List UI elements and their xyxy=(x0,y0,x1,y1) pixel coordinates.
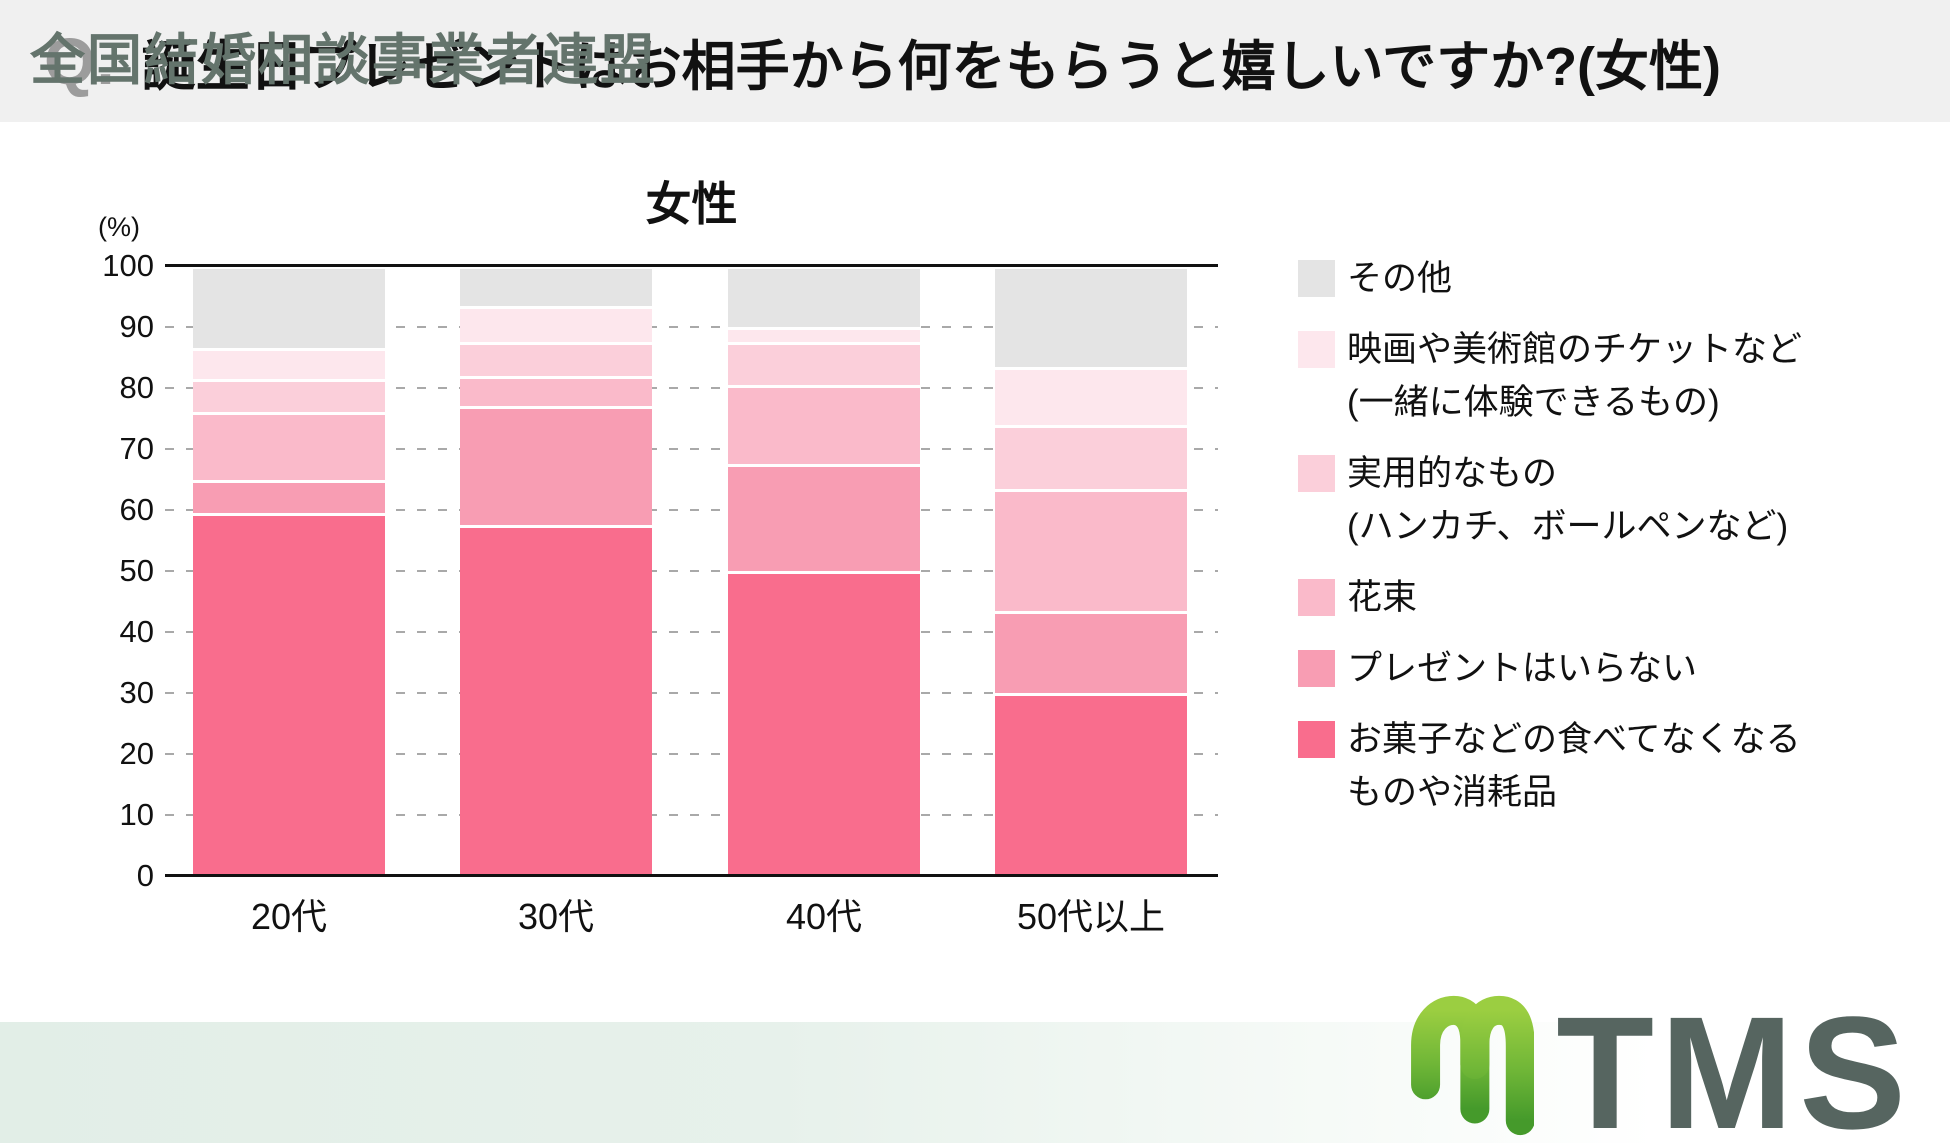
bar-segment xyxy=(728,464,920,571)
stacked-bar-50代以上 xyxy=(995,266,1187,876)
bar-segment xyxy=(728,384,920,465)
legend-item: 実用的なもの (ハンカチ、ボールペンなど) xyxy=(1298,447,1802,553)
gridline xyxy=(165,692,1218,694)
bar-segment xyxy=(995,424,1187,489)
plot-area xyxy=(165,264,1218,877)
y-tick-label: 80 xyxy=(119,370,154,405)
y-axis-unit-label: (%) xyxy=(98,212,140,242)
bar-segment xyxy=(995,266,1187,367)
stacked-bar-40代 xyxy=(728,266,920,876)
y-tick-label: 90 xyxy=(119,309,154,344)
x-axis-label: 40代 xyxy=(785,896,863,937)
question-header: Q. 誕生日プレゼントはお相手から何をもらうと嬉しいですか?(女性) xyxy=(0,0,1950,122)
bar-segment xyxy=(193,513,385,876)
tms-logo-text: TMS xyxy=(1556,983,1912,1143)
stacked-bar-20代 xyxy=(193,266,385,876)
x-axis-label: 50代以上 xyxy=(1016,896,1166,937)
legend-label: 実用的なもの (ハンカチ、ボールペンなど) xyxy=(1347,454,1789,546)
gridline xyxy=(165,631,1218,633)
bar-segment xyxy=(995,693,1187,876)
legend-label: その他 xyxy=(1347,259,1453,298)
question-q-label: Q. xyxy=(44,24,116,98)
legend-label: お菓子などの食べてなくなる ものや消耗品 xyxy=(1347,720,1801,812)
tms-logo-m-icon xyxy=(1411,995,1535,1136)
legend-item: お菓子などの食べてなくなる ものや消耗品 xyxy=(1298,713,1802,819)
bar-segment xyxy=(728,342,920,385)
chart-title: 女性 xyxy=(645,178,738,230)
legend-item: その他 xyxy=(1298,252,1802,305)
x-axis-line xyxy=(165,874,1218,877)
stacked-bar-30代 xyxy=(460,266,652,876)
organization-name: 全国結婚相談事業者連盟 xyxy=(30,29,658,91)
bar-segment xyxy=(995,488,1187,611)
bar-segment xyxy=(193,378,385,413)
legend-label: 映画や美術館のチケットなど (一緒に体験できるもの) xyxy=(1347,330,1803,422)
legend-swatch xyxy=(1298,260,1335,297)
legend-swatch xyxy=(1298,455,1335,492)
bar-segment xyxy=(995,366,1187,425)
legend-label: 花束 xyxy=(1347,578,1418,617)
y-tick-label: 30 xyxy=(119,675,154,710)
legend-swatch xyxy=(1298,721,1335,758)
legend-label: プレゼントはいらない xyxy=(1347,649,1698,688)
bar-segment xyxy=(728,327,920,343)
y-tick-label: 20 xyxy=(119,736,154,771)
question-title: 誕生日プレゼントはお相手から何をもらうと嬉しいですか?(女性) xyxy=(141,36,1722,97)
y-tick-label: 100 xyxy=(102,248,154,283)
footer xyxy=(0,1022,1950,1143)
gridline xyxy=(165,509,1218,511)
tms-logo: TMS xyxy=(1408,992,1912,1143)
bar-segment xyxy=(460,525,652,876)
bar-segment xyxy=(193,412,385,480)
bar-segment xyxy=(995,610,1187,693)
bar-segment xyxy=(193,266,385,349)
top-axis-line xyxy=(165,264,1218,267)
gridline xyxy=(165,387,1218,389)
y-tick-label: 10 xyxy=(119,797,154,832)
y-tick-label: 40 xyxy=(119,614,154,649)
bar-segment xyxy=(460,305,652,343)
bar-segment xyxy=(193,348,385,379)
x-axis-label: 20代 xyxy=(250,896,328,937)
legend-swatch xyxy=(1298,579,1335,616)
bar-segment xyxy=(728,266,920,328)
y-tick-label: 50 xyxy=(119,553,154,588)
bar-segment xyxy=(460,375,652,407)
legend-item: 花束 xyxy=(1298,571,1802,624)
legend: その他映画や美術館のチケットなど (一緒に体験できるもの) 実用的なもの (ハンカチ、… xyxy=(1298,252,1802,819)
bar-segment xyxy=(460,266,652,306)
legend-item: プレゼントはいらない xyxy=(1298,642,1802,695)
y-tick-label: 70 xyxy=(119,431,154,466)
bar-segment xyxy=(728,571,920,876)
gridline xyxy=(165,326,1218,328)
legend-item: 映画や美術館のチケットなど (一緒に体験できるもの) xyxy=(1298,323,1802,429)
gridline xyxy=(165,448,1218,450)
y-tick-label: 0 xyxy=(136,858,154,893)
x-axis-label: 30代 xyxy=(517,896,595,937)
bar-segment xyxy=(460,406,652,526)
legend-swatch xyxy=(1298,650,1335,687)
gridline xyxy=(165,753,1218,755)
gridline xyxy=(165,814,1218,816)
bar-segment xyxy=(193,479,385,514)
gridline xyxy=(165,570,1218,572)
legend-swatch xyxy=(1298,331,1335,368)
y-tick-label: 60 xyxy=(119,492,154,527)
bar-segment xyxy=(460,342,652,376)
